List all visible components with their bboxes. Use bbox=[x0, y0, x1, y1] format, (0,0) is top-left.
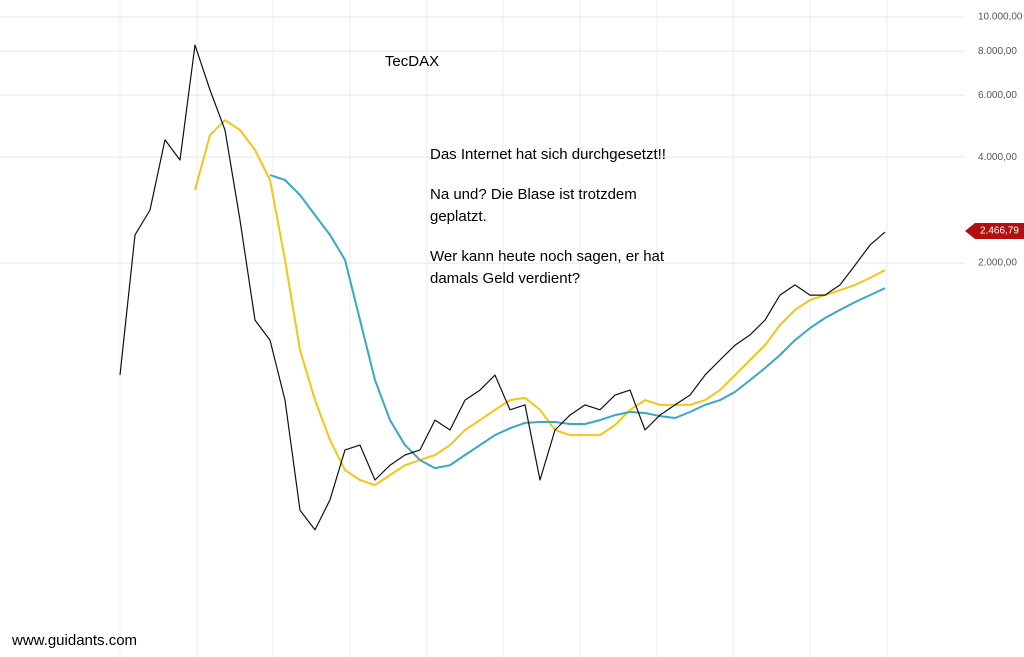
series-line bbox=[269, 174, 886, 470]
annotation: Das Internet hat sich durchgesetzt!! bbox=[430, 146, 666, 163]
y-tick-label: 6.000,00 bbox=[978, 90, 1017, 101]
price-tag bbox=[965, 223, 1024, 240]
annotation: Na und? Die Blase ist trotzdem bbox=[430, 186, 637, 203]
series-line bbox=[119, 44, 886, 531]
y-tick-label: 8.000,00 bbox=[978, 46, 1017, 57]
annotation: geplatzt. bbox=[430, 208, 487, 225]
chart-title: TecDAX bbox=[385, 53, 439, 70]
y-tick-label: 10.000,00 bbox=[978, 12, 1023, 23]
annotation: damals Geld verdient? bbox=[430, 270, 580, 287]
price-label: 2.466,79 bbox=[980, 226, 1019, 237]
y-tick-label: 2.000,00 bbox=[978, 258, 1017, 269]
series-line bbox=[194, 119, 886, 487]
vertical-grid bbox=[119, 0, 888, 657]
y-tick-label: 4.000,00 bbox=[978, 152, 1017, 163]
annotation: Wer kann heute noch sagen, er hat bbox=[430, 248, 665, 265]
source: www.guidants.com bbox=[11, 632, 137, 649]
